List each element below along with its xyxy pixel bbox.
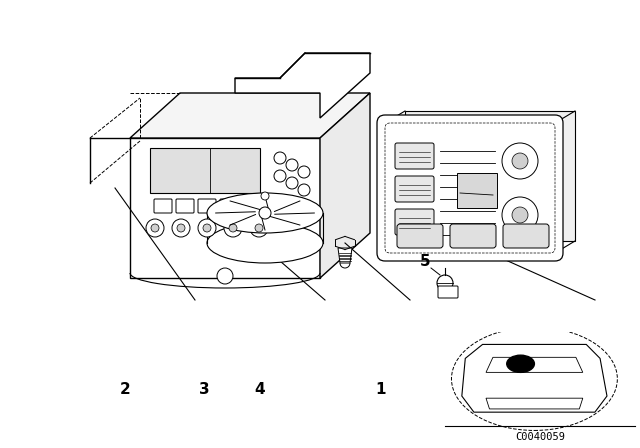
Polygon shape	[462, 345, 607, 412]
Circle shape	[274, 170, 286, 182]
FancyBboxPatch shape	[457, 173, 497, 208]
Circle shape	[224, 219, 242, 237]
Circle shape	[298, 184, 310, 196]
Circle shape	[172, 219, 190, 237]
Circle shape	[261, 192, 269, 200]
Circle shape	[146, 219, 164, 237]
Polygon shape	[235, 53, 370, 118]
FancyBboxPatch shape	[395, 176, 434, 202]
Circle shape	[203, 224, 211, 232]
Circle shape	[229, 224, 237, 232]
Ellipse shape	[207, 223, 323, 263]
Circle shape	[255, 224, 263, 232]
Polygon shape	[130, 93, 370, 138]
Text: 2: 2	[120, 382, 130, 397]
Text: C0040059: C0040059	[515, 432, 565, 442]
FancyBboxPatch shape	[176, 199, 194, 213]
Polygon shape	[486, 358, 583, 372]
FancyBboxPatch shape	[397, 224, 443, 248]
Circle shape	[298, 166, 310, 178]
Circle shape	[259, 207, 271, 219]
Polygon shape	[338, 248, 352, 263]
FancyBboxPatch shape	[150, 148, 260, 193]
Circle shape	[512, 153, 528, 169]
Circle shape	[250, 219, 268, 237]
FancyBboxPatch shape	[377, 115, 563, 261]
FancyBboxPatch shape	[450, 224, 496, 248]
Circle shape	[502, 197, 538, 233]
FancyBboxPatch shape	[220, 199, 238, 213]
Text: 4: 4	[254, 382, 264, 397]
Circle shape	[198, 219, 216, 237]
FancyBboxPatch shape	[154, 199, 172, 213]
FancyBboxPatch shape	[438, 286, 458, 298]
Circle shape	[151, 224, 159, 232]
Circle shape	[286, 159, 298, 171]
Circle shape	[286, 177, 298, 189]
Circle shape	[274, 152, 286, 164]
Circle shape	[507, 355, 534, 372]
Text: 5: 5	[420, 254, 430, 268]
FancyBboxPatch shape	[242, 199, 260, 213]
FancyBboxPatch shape	[395, 209, 434, 235]
Circle shape	[437, 275, 453, 291]
Circle shape	[502, 143, 538, 179]
Polygon shape	[405, 111, 575, 241]
Text: 1: 1	[376, 382, 386, 397]
FancyBboxPatch shape	[198, 199, 216, 213]
FancyBboxPatch shape	[395, 143, 434, 169]
FancyBboxPatch shape	[503, 224, 549, 248]
Polygon shape	[486, 398, 583, 409]
Polygon shape	[320, 93, 370, 278]
Ellipse shape	[207, 193, 323, 233]
Polygon shape	[130, 138, 320, 278]
Circle shape	[512, 207, 528, 223]
Circle shape	[177, 224, 185, 232]
Text: 3: 3	[200, 382, 210, 397]
Circle shape	[217, 268, 233, 284]
